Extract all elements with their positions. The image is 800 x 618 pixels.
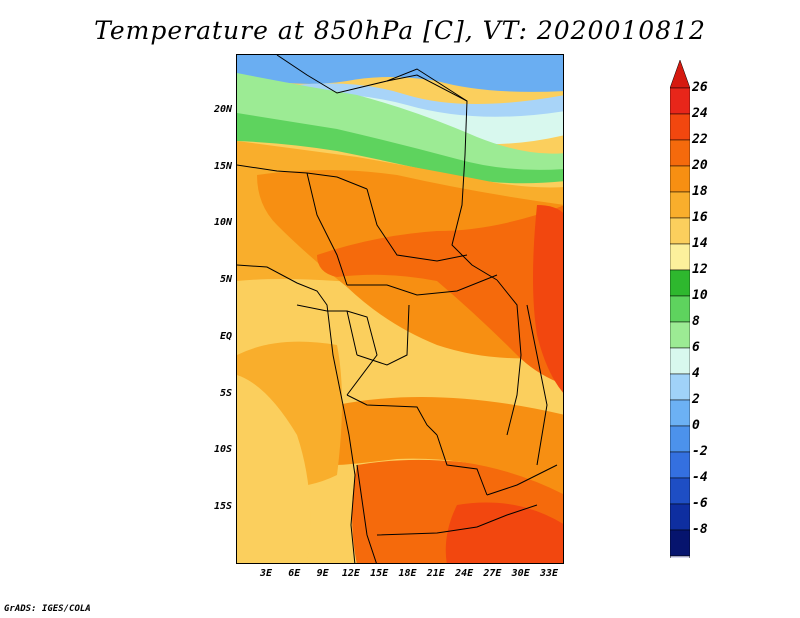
colorbar-segment bbox=[670, 399, 690, 427]
lat-tick-label: 10S bbox=[213, 444, 232, 456]
colorbar-tick-label: 10 bbox=[692, 288, 708, 303]
grads-credit: GrADS: IGES/COLA bbox=[4, 604, 91, 614]
border-lakes-east bbox=[526, 304, 548, 466]
border-angola-north bbox=[346, 394, 438, 436]
colorbar-segment bbox=[670, 87, 690, 115]
colorbar-tick-label: 24 bbox=[692, 106, 708, 121]
border-botswana bbox=[376, 504, 538, 536]
colorbar-tick-label: 12 bbox=[692, 262, 708, 277]
colorbar-segment bbox=[670, 269, 690, 297]
colorbar-tick-label: 6 bbox=[692, 340, 700, 355]
colorbar-tick-label: 20 bbox=[692, 158, 708, 173]
border-cameroon-gabon bbox=[296, 304, 358, 356]
colorbar-segment bbox=[670, 347, 690, 375]
temp-region-east-red bbox=[533, 205, 563, 393]
colorbar-under-triangle bbox=[670, 555, 690, 558]
colorbar-tick-label: 8 bbox=[692, 314, 700, 329]
lon-tick-label: 27E bbox=[483, 568, 502, 579]
colorbar-tick-label: -4 bbox=[692, 470, 708, 485]
temp-region-north-lightblue bbox=[297, 83, 563, 121]
colorbar-tick-label: 14 bbox=[692, 236, 708, 251]
colorbar-tick-label: -2 bbox=[692, 444, 708, 459]
colorbar-segment bbox=[670, 451, 690, 479]
map-canvas bbox=[237, 55, 563, 563]
border-chad-sudan bbox=[451, 154, 498, 281]
colorbar-tick-label: 2 bbox=[692, 392, 700, 407]
lat-tick-label: 5S bbox=[219, 387, 232, 399]
lon-tick-label: 24E bbox=[455, 568, 474, 579]
temp-region-north-lightgreen bbox=[237, 73, 563, 177]
temp-region-southeast-red bbox=[445, 502, 563, 563]
lat-tick-label: EQ bbox=[219, 330, 232, 342]
lat-tick-label: 10N bbox=[213, 217, 232, 229]
colorbar-segment bbox=[670, 373, 690, 401]
temp-region-north-green bbox=[237, 113, 563, 184]
colorbar-segment bbox=[670, 321, 690, 349]
colorbar-segment bbox=[670, 503, 690, 531]
lon-tick-label: 21E bbox=[426, 568, 445, 579]
lat-tick-label: 5N bbox=[219, 274, 232, 286]
colorbar-segment bbox=[670, 243, 690, 271]
colorbar-segment bbox=[670, 295, 690, 323]
lon-tick-label: 18E bbox=[398, 568, 417, 579]
border-libya-chad bbox=[386, 68, 468, 102]
border-coast bbox=[237, 264, 356, 563]
colorbar-tick-label: -6 bbox=[692, 496, 708, 511]
border-car-drc bbox=[347, 274, 498, 296]
border-drc-west bbox=[356, 304, 410, 366]
temperature-map bbox=[236, 54, 564, 564]
colorbar-tick-label: 0 bbox=[692, 418, 700, 433]
temp-region-north-blue bbox=[237, 55, 563, 92]
temp-region-belt-darkorange bbox=[317, 205, 563, 385]
lon-tick-label: 30E bbox=[511, 568, 530, 579]
colorbar-segment bbox=[670, 191, 690, 219]
border-angola-zambia bbox=[436, 434, 488, 496]
colorbar-tick-label: -8 bbox=[692, 522, 708, 537]
colorbar-tick-label: 22 bbox=[692, 132, 708, 147]
colorbar-segment bbox=[670, 217, 690, 245]
temp-region-south-orange bbox=[337, 397, 563, 495]
lon-tick-label: 6E bbox=[288, 568, 301, 579]
border-zambia-malawi bbox=[486, 464, 558, 496]
lat-tick-label: 15N bbox=[213, 160, 232, 172]
border-congo bbox=[346, 310, 378, 396]
colorbar-tick-label: 16 bbox=[692, 210, 708, 225]
colorbar-over-triangle bbox=[670, 60, 690, 89]
temp-region-coast-yellow bbox=[237, 375, 311, 563]
chart-title: Temperature at 850hPa [C], VT: 202001081… bbox=[94, 16, 706, 45]
border-namibia bbox=[356, 464, 377, 563]
lon-tick-label: 3E bbox=[259, 568, 273, 579]
colorbar bbox=[670, 60, 690, 558]
colorbar-tick-label: 4 bbox=[692, 366, 700, 381]
colorbar-tick-label: 26 bbox=[692, 80, 708, 95]
colorbar-segment bbox=[670, 113, 690, 141]
border-drc-east bbox=[496, 279, 522, 436]
lon-tick-label: 15E bbox=[370, 568, 389, 579]
colorbar-segment bbox=[670, 529, 690, 557]
lon-tick-label: 12E bbox=[341, 568, 360, 579]
colorbar-segment bbox=[670, 477, 690, 505]
lon-tick-label: 9E bbox=[316, 568, 329, 579]
colorbar-segment bbox=[670, 165, 690, 193]
colorbar-tick-label: 18 bbox=[692, 184, 708, 199]
border-nigeria-cameroon bbox=[306, 172, 348, 286]
colorbar-segment bbox=[670, 139, 690, 167]
lat-tick-label: 20N bbox=[213, 104, 232, 115]
colorbar-segment bbox=[670, 425, 690, 453]
lat-tick-label: 15S bbox=[213, 500, 232, 512]
border-chad-car bbox=[366, 188, 468, 262]
lon-tick-label: 33E bbox=[539, 568, 559, 579]
